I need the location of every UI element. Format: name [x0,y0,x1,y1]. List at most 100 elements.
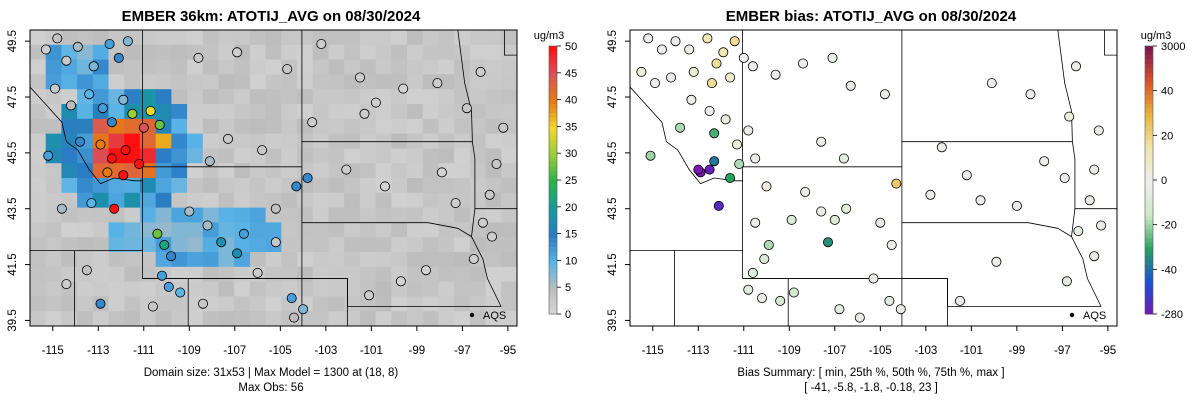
grid-cell [312,311,329,326]
monitor-site-point [731,139,742,150]
grid-cell [391,30,408,46]
monitor-site-point [154,119,165,130]
grid-cell [359,44,377,60]
grid-cell [139,281,157,297]
colorbar-tick-label: 3000 [1161,41,1185,53]
grid-cell [422,59,439,75]
grid-cell [187,311,204,326]
grid-cell [501,311,517,326]
grid-cell [501,222,517,238]
grid-cell [234,296,251,312]
x-tick-label: -107 [823,345,846,357]
colorbar-tick-label: -40 [1161,264,1177,276]
grid-cell [359,163,377,179]
grid-cell [30,311,47,326]
grid-cell [30,237,47,253]
grid-cell [485,178,502,194]
grid-cell [359,252,377,268]
grid-cell [155,148,172,164]
monitor-site-point [886,239,897,250]
monitor-site-point [104,39,115,50]
monitor-site-point [436,167,447,178]
grid-cell [328,311,345,326]
colorbar-segment [549,224,557,230]
grid-cell [61,118,78,134]
grid-cell [469,163,486,179]
grid-cell [312,237,329,253]
grid-cell [485,30,502,46]
grid-cell [92,89,109,105]
monitor-site-point [711,58,722,69]
grid-cell [438,222,455,238]
monitor-site-point [763,239,774,250]
monitor-site-point [684,44,695,55]
colorbar-tick-label: 50 [565,41,577,53]
grid-cell [218,89,235,105]
grid-cell [171,148,188,164]
grid-cell [501,163,517,179]
grid-cell [234,89,251,105]
monitor-site-point [738,52,749,63]
colorbar-segment [1145,130,1153,136]
grid-cell [438,59,455,75]
monitor-site-point [52,33,63,44]
monitor-site-point [288,312,299,323]
grid-cell [422,30,439,46]
monitor-site-point [232,47,243,58]
grid-cell [171,74,188,90]
grid-cell [375,118,392,134]
x-tick-label: -109 [178,345,201,357]
grid-cell [297,44,314,60]
grid-cell [124,237,141,253]
x-tick-label: -113 [687,345,709,357]
x-axis: -115 -113 -111 -109 -107 -105 -103 -101 -99 -97 -9… [42,326,516,357]
grid-cell [438,30,455,46]
colorbar-segment [1145,291,1153,297]
grid-cell [108,237,125,253]
grid-cell [139,44,157,60]
grid-cell [344,89,361,105]
grid-cell [469,89,486,105]
colorbar-segment [1145,273,1153,279]
colorbar-segment [549,153,557,159]
colorbar-segment [1145,113,1153,118]
monitor-site-point [718,47,729,58]
grid-cell [281,281,298,297]
monitor-site-point [686,94,697,105]
grid-cell [77,74,94,90]
grid-cell [249,222,267,238]
grid-cell [454,207,471,223]
grid-cell [265,222,282,238]
colorbar-segment [1145,247,1153,252]
colorbar-tick-label: -20 [1161,220,1177,232]
grid-cell [249,178,267,194]
grid-cell [501,148,517,164]
grid-cell [422,222,439,238]
grid-cell [234,281,251,297]
grid-cell [328,104,345,120]
grid-cell [328,237,345,253]
x-tick-label: -105 [869,345,892,357]
grid-cell [297,222,314,238]
x-tick-label: -103 [914,345,937,357]
grid-cell [61,237,78,253]
monitor-site-point [797,58,808,69]
grid-cell [501,74,517,90]
grid-cell [187,148,204,164]
grid-cell [92,207,109,223]
grid-cell [391,311,408,326]
plot-frame [629,29,1118,327]
grid-cell [45,59,62,75]
grid-cell [407,148,424,164]
aqs-legend-label: AQS [1083,310,1106,322]
grid-cell [438,89,455,105]
colorbar-segment [1145,90,1153,96]
grid-cell [202,178,219,194]
grid-cell [328,207,345,223]
monitor-site-point [84,89,95,100]
monitor-site-point [498,122,509,133]
monitor-site-point [127,108,138,119]
grid-cell [234,207,251,223]
monitor-site-point [841,203,852,214]
monitor-site-point [102,167,113,178]
